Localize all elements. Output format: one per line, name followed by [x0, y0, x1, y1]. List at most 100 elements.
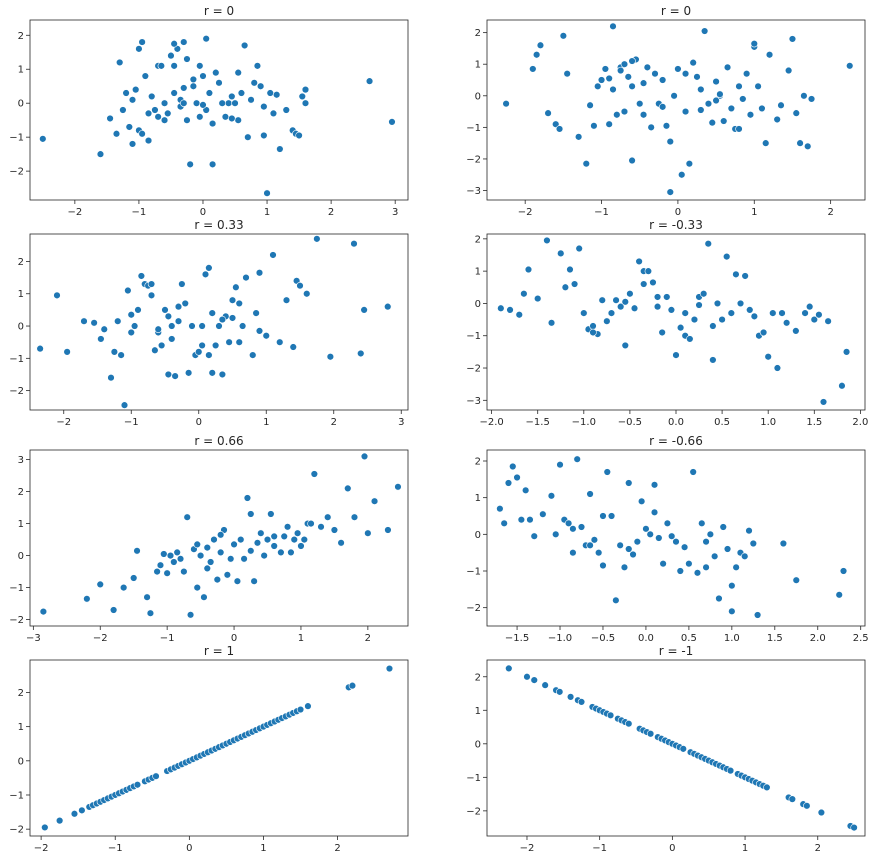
scatter-point	[727, 104, 736, 113]
y-tick-label: 0	[475, 739, 481, 750]
scatter-point	[496, 504, 504, 513]
scatter-point	[779, 539, 788, 548]
scatter-point	[125, 123, 134, 131]
y-tick-label: 1	[18, 722, 24, 733]
scatter-point	[536, 41, 545, 49]
scatter-point	[624, 73, 632, 81]
scatter-point	[628, 156, 636, 165]
scatter-point	[282, 106, 290, 114]
scatter-point	[216, 531, 225, 539]
scatter-point	[160, 550, 168, 558]
scatter-point	[200, 593, 208, 601]
scatter-point	[206, 558, 215, 566]
scatter-point	[234, 68, 242, 77]
scatter-point	[804, 142, 812, 151]
scatter-point	[704, 99, 713, 108]
scatter-point	[547, 492, 556, 500]
scatter-point	[228, 296, 237, 304]
scatter-point	[153, 567, 161, 576]
scatter-point	[695, 301, 703, 309]
scatter-point	[166, 551, 175, 560]
scatter-point	[253, 539, 262, 547]
scatter-point	[750, 39, 758, 48]
scatter-points	[36, 235, 392, 409]
scatter-point	[119, 106, 127, 114]
scatter-point	[640, 280, 648, 288]
scatter-point	[170, 40, 178, 48]
subplot-6: r = -0.66 −1.5 −1.0 −0.5 0.0 0.5 1.0 1.5 2.0 2.5 −…	[466, 434, 868, 644]
x-tick-label: 3	[392, 207, 398, 218]
scatter-point	[680, 543, 689, 551]
scatter-point	[547, 319, 556, 327]
x-tick-label: −2.0	[479, 417, 503, 428]
scatter-point	[612, 596, 620, 605]
scatter-point	[317, 523, 325, 531]
scatter-point	[350, 239, 358, 248]
scatter-point	[324, 513, 332, 521]
scatter-point	[170, 89, 178, 97]
x-tick-label: 3	[398, 417, 404, 428]
scatter-point	[698, 519, 706, 528]
y-tick-label: 3	[18, 455, 24, 466]
scatter-point	[658, 328, 666, 337]
scatter-point	[180, 99, 188, 107]
scatter-point	[523, 673, 531, 681]
scatter-point	[384, 302, 392, 311]
scatter-point	[144, 109, 153, 118]
scatter-point	[36, 344, 44, 353]
scatter-point	[189, 75, 198, 84]
scatter-point	[625, 479, 633, 487]
scatter-point	[589, 328, 597, 337]
scatter-point	[613, 111, 621, 119]
x-tick-label: 2	[365, 633, 371, 644]
y-tick-label: 2	[18, 487, 24, 498]
scatter-point	[521, 486, 530, 495]
scatter-point	[773, 115, 781, 124]
y-tick-label: 0	[475, 299, 481, 310]
scatter-point	[164, 312, 173, 321]
scatter-point	[723, 252, 731, 261]
x-tick-label: −2	[34, 843, 49, 854]
scatter-point	[609, 22, 617, 31]
scatter-point	[129, 574, 138, 582]
scatter-point	[163, 569, 171, 577]
y-tick-label: −2	[9, 825, 24, 836]
x-tick-label: 0.5	[714, 417, 730, 428]
scatter-point	[666, 188, 674, 196]
scatter-point	[647, 123, 655, 132]
y-tick-label: −2	[9, 615, 24, 626]
scatter-point	[186, 611, 195, 619]
scatter-point	[643, 63, 652, 72]
scatter-point	[746, 111, 755, 119]
scatter-point	[736, 299, 745, 308]
scatter-point	[144, 136, 153, 145]
scatter-point	[228, 92, 236, 101]
scatter-point	[201, 270, 210, 279]
scatter-point	[753, 611, 762, 619]
scatter-point	[235, 299, 243, 308]
scatter-point	[232, 283, 240, 291]
scatter-point	[577, 523, 586, 531]
scatter-point	[621, 341, 629, 350]
scatter-point	[658, 76, 667, 84]
scatter-point	[765, 51, 774, 59]
scatter-point	[509, 462, 517, 471]
scatter-point	[253, 62, 262, 70]
scatter-point	[716, 90, 724, 98]
scatter-point	[597, 76, 606, 84]
scatter-point	[732, 563, 740, 572]
scatter-points	[39, 452, 402, 619]
scatter-point	[112, 130, 121, 138]
scatter-point	[160, 99, 169, 107]
y-tick-label: 0	[18, 551, 24, 562]
scatter-point	[307, 519, 315, 528]
scatter-point	[681, 107, 690, 116]
x-tick-label: −2	[56, 417, 71, 428]
scatter-point	[97, 335, 105, 343]
scatter-point	[605, 120, 613, 128]
scatter-point	[530, 532, 538, 540]
y-tick-label: −1	[9, 583, 24, 594]
scatter-point	[109, 606, 118, 614]
y-tick-label: 0	[18, 99, 24, 110]
plot-title: r = 0.33	[194, 218, 243, 232]
